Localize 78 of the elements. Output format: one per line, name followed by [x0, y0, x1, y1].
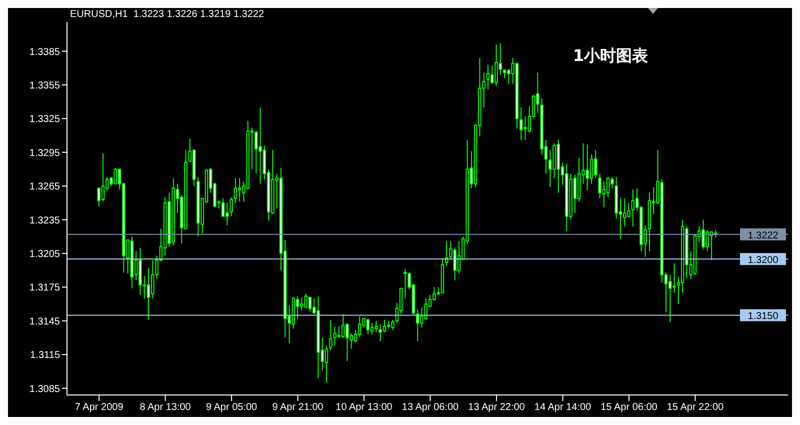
- candlestick: [230, 196, 233, 217]
- x-tick-label: 10 Apr 13:00: [336, 402, 393, 414]
- candlestick: [238, 178, 242, 202]
- x-tick-label: 13 Apr 22:00: [468, 402, 526, 414]
- candlestick: [552, 142, 556, 179]
- candlestick: [606, 176, 610, 198]
- candlestick: [374, 320, 378, 333]
- candlestick: [308, 296, 312, 312]
- candlestick: [333, 326, 336, 346]
- x-tick-label: 15 Apr 06:00: [600, 402, 658, 414]
- y-tick-label: 1.3205: [29, 248, 60, 260]
- candlestick: [226, 202, 229, 226]
- candlestick: [494, 44, 498, 87]
- x-tick-label: 14 Apr 14:00: [534, 402, 592, 414]
- candlestick: [101, 152, 105, 202]
- candlestick: [254, 130, 258, 174]
- x-tick-label: 13 Apr 06:00: [402, 402, 460, 414]
- candlestick: [258, 106, 262, 184]
- candlestick: [358, 316, 362, 338]
- y-tick-label: 1.3145: [29, 316, 60, 328]
- candlestick: [590, 154, 594, 184]
- candlestick: [221, 198, 225, 217]
- y-tick-label: 1.3295: [29, 148, 60, 159]
- candlestick: [622, 198, 626, 227]
- candlestick: [453, 247, 456, 281]
- candlestick: [631, 188, 635, 227]
- y-tick-label: 1.3385: [29, 46, 60, 58]
- y-tick-label: 1.3235: [29, 215, 60, 226]
- candlestick: [370, 322, 374, 335]
- ref-line-label: 1.3200: [748, 255, 779, 266]
- candlestick: [366, 318, 370, 335]
- candlestick: [519, 106, 523, 140]
- candlestick: [668, 274, 672, 322]
- candlestick: [573, 174, 577, 214]
- x-tick-label: 9 Apr 21:00: [272, 402, 324, 414]
- candlestick: [97, 186, 100, 207]
- candlestick: [114, 168, 118, 184]
- candlestick: [536, 72, 540, 114]
- candlestick: [702, 219, 705, 250]
- y-tick-label: 1.3175: [29, 282, 60, 294]
- candlestick: [602, 181, 606, 208]
- candlestick: [672, 263, 676, 294]
- candlestick: [586, 144, 589, 192]
- candlestick: [457, 240, 461, 274]
- x-tick-label: 7 Apr 2009: [74, 402, 124, 414]
- chart-title: EURUSD,H1 1.3223 1.3226 1.3219 1.3222: [70, 9, 264, 20]
- y-tick-label: 1.3355: [29, 80, 60, 92]
- y-tick-label: 1.3085: [29, 384, 60, 395]
- y-tick-label: 1.3115: [30, 350, 60, 362]
- ref-line-label: 1.3150: [748, 311, 779, 322]
- candlestick: [329, 319, 332, 351]
- candlestick: [627, 202, 630, 218]
- candlestick: [382, 319, 386, 333]
- candlestick: [404, 268, 407, 299]
- candlestick: [146, 268, 150, 320]
- candlestick: [490, 65, 494, 84]
- candlestick: [378, 324, 382, 342]
- candlestick: [341, 314, 345, 338]
- candlestick: [300, 296, 304, 312]
- x-tick-label: 9 Apr 05:00: [206, 402, 258, 414]
- ref-line-label: 1.3222: [748, 230, 779, 242]
- candlestick: [324, 345, 328, 384]
- candlestick: [304, 293, 308, 308]
- candlestick: [234, 178, 238, 204]
- candlestick: [391, 319, 394, 330]
- candlestick: [486, 64, 490, 90]
- annotation: 1小时图表: [573, 46, 648, 67]
- candlestick: [337, 326, 341, 338]
- candlestick: [151, 260, 154, 299]
- candlestick: [598, 173, 602, 199]
- candlestick: [524, 116, 527, 140]
- y-tick-label: 1.3265: [29, 182, 60, 193]
- candlestick: [594, 150, 598, 179]
- x-tick-label: 8 Apr 13:00: [140, 402, 192, 414]
- y-tick-label: 1.3325: [29, 114, 60, 126]
- x-tick-label: 15 Apr 22:00: [666, 402, 724, 414]
- candlestick: [346, 324, 349, 362]
- candlestick: [420, 306, 424, 328]
